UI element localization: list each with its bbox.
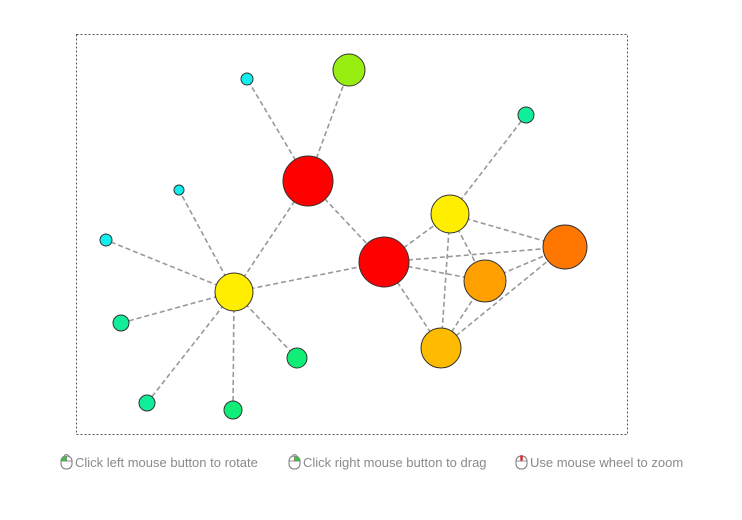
graph-node-n3[interactable]: [430, 194, 470, 234]
edge-n4-n15: [233, 291, 298, 359]
edge-n4-n2: [233, 261, 385, 293]
graph-node-n2[interactable]: [358, 236, 410, 288]
graph-node-n13[interactable]: [138, 394, 156, 412]
graph-node-n9[interactable]: [240, 72, 254, 86]
hint-drag: Click right mouse button to drag: [288, 452, 487, 472]
graph-node-n7[interactable]: [420, 327, 462, 369]
graph-node-n12[interactable]: [112, 314, 130, 332]
edge-n4-n13: [146, 291, 235, 404]
edge-n3-n7: [440, 213, 451, 349]
edge-n3-n16: [449, 114, 527, 215]
hint-zoom: Use mouse wheel to zoom: [515, 452, 683, 472]
edge-n5-n7: [440, 246, 566, 349]
graph-node-n10[interactable]: [173, 184, 185, 196]
graph-node-n11[interactable]: [99, 233, 113, 247]
graph-node-n5[interactable]: [542, 224, 588, 270]
graph-node-n8[interactable]: [332, 53, 366, 87]
hint-zoom-text: Use mouse wheel to zoom: [530, 454, 684, 470]
edges-layer: [105, 69, 566, 411]
graph-node-n15[interactable]: [286, 347, 308, 369]
graph-node-n4[interactable]: [214, 272, 254, 312]
graph-node-n14[interactable]: [223, 400, 243, 420]
mouse-wheel-icon: [515, 455, 528, 470]
hint-rotate: Click left mouse button to rotate: [60, 452, 258, 472]
edge-n2-n5: [383, 246, 566, 263]
edge-n4-n12: [120, 291, 235, 324]
hint-rotate-text: Click left mouse button to rotate: [75, 454, 258, 470]
mouse-right-button-icon: [288, 454, 301, 470]
graph-frame: [76, 34, 628, 435]
graph-node-n16[interactable]: [517, 106, 535, 124]
edge-n4-n11: [105, 239, 235, 293]
graph-node-n6[interactable]: [463, 259, 507, 303]
hint-drag-text: Click right mouse button to drag: [303, 454, 487, 470]
nodes-layer: [99, 53, 588, 420]
mouse-left-button-icon: [60, 454, 73, 470]
graph-node-n1[interactable]: [282, 155, 334, 207]
edge-n1-n4: [233, 180, 309, 293]
edge-n4-n14: [232, 291, 235, 411]
